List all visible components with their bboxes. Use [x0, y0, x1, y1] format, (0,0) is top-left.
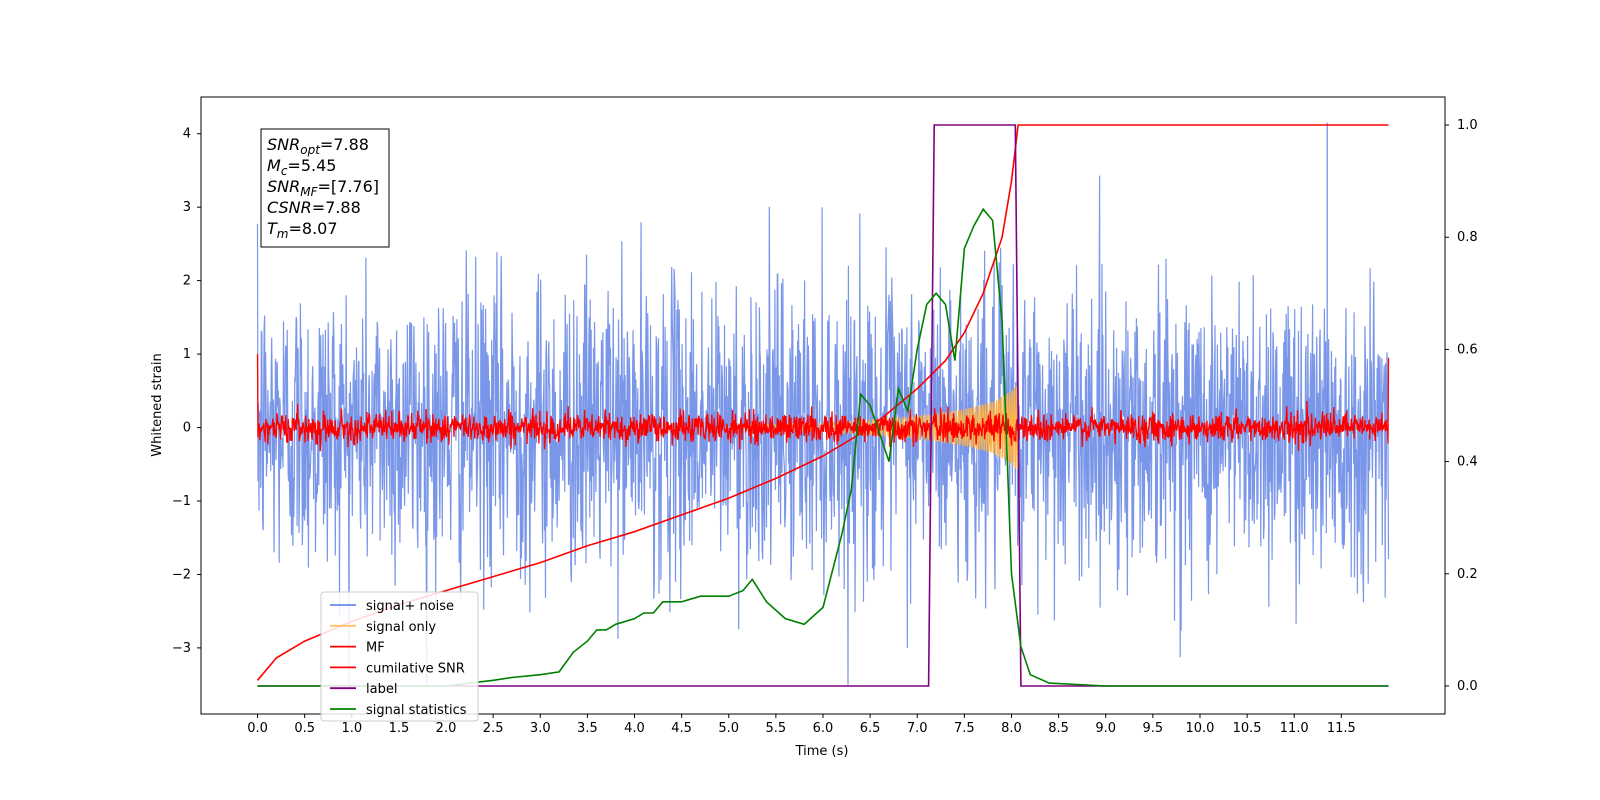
y-left-tick-label: −2 [172, 567, 191, 582]
legend-label: cumilative SNR [366, 661, 465, 676]
series-layer [256, 122, 1390, 687]
y-axis-left: −3 −2 −1 0 1 2 3 4 [172, 127, 201, 656]
y-left-tick-label: 1 [183, 347, 191, 362]
annotation-line: Tm=8.07 [267, 219, 338, 241]
annotation-line: Mc=5.45 [267, 156, 336, 178]
x-tick-label: 6.0 [813, 721, 834, 736]
series-signal-noise [256, 175, 1390, 685]
y-left-tick-label: 0 [183, 421, 191, 436]
x-tick-label: 8.0 [1001, 721, 1022, 736]
y-left-tick-label: 3 [183, 200, 191, 215]
x-tick-label: 0.0 [247, 721, 268, 736]
x-tick-label: 6.5 [860, 721, 881, 736]
y-axis-label: Whitened strain [150, 353, 165, 456]
x-tick-label: 9.0 [1095, 721, 1116, 736]
legend-label: MF [366, 641, 385, 656]
x-axis: 0.0 0.5 1.0 1.5 2.0 2.5 3.0 3.5 4.0 4.5 5.0 5.5 6.0 6… [247, 714, 1356, 736]
x-tick-label: 0.5 [294, 721, 315, 736]
annotation-line: CSNR=7.88 [267, 198, 361, 217]
y-right-tick-label: 0.2 [1457, 567, 1478, 582]
y-right-tick-label: 0.0 [1457, 679, 1478, 694]
x-tick-label: 9.5 [1143, 721, 1164, 736]
x-tick-label: 3.5 [577, 721, 598, 736]
x-tick-label: 3.0 [530, 721, 551, 736]
x-tick-label: 2.0 [436, 721, 457, 736]
x-tick-label: 10.5 [1233, 721, 1262, 736]
legend-label: signal only [366, 620, 436, 635]
x-axis-label: Time (s) [795, 744, 849, 759]
series-mf [256, 354, 1390, 452]
y-right-tick-label: 0.8 [1457, 230, 1478, 245]
series-signal-statistics [257, 207, 1389, 687]
y-right-tick-label: 1.0 [1457, 118, 1478, 133]
legend: signal+ noise signal only MF cumilative SNR… [320, 591, 479, 722]
legend-label: signal+ noise [366, 599, 454, 614]
annotation-frame [260, 128, 390, 248]
x-tick-label: 7.5 [954, 721, 975, 736]
x-tick-label: 11.5 [1327, 721, 1356, 736]
x-tick-label: 10.0 [1185, 721, 1214, 736]
y-right-tick-label: 0.4 [1457, 455, 1478, 470]
y-right-tick-label: 0.6 [1457, 342, 1478, 357]
legend-label: label [366, 682, 397, 697]
legend-frame [320, 591, 479, 722]
y-axis-right: 0.0 0.2 0.4 0.6 0.8 1.0 [1445, 118, 1478, 694]
y-left-tick-label: −1 [172, 494, 191, 509]
x-tick-label: 4.0 [624, 721, 645, 736]
x-tick-label: 4.5 [671, 721, 692, 736]
x-tick-label: 7.0 [907, 721, 928, 736]
y-left-tick-label: 4 [183, 127, 191, 142]
annotation-line: SNRopt=7.88 [267, 135, 369, 157]
legend-label: signal statistics [366, 703, 467, 718]
x-tick-label: 11.0 [1280, 721, 1309, 736]
annotation-line: SNRMF=[7.76] [267, 177, 379, 199]
x-tick-label: 5.0 [718, 721, 739, 736]
series-label [257, 124, 1389, 687]
x-tick-label: 2.5 [483, 721, 504, 736]
x-tick-label: 8.5 [1048, 721, 1069, 736]
x-tick-label: 5.5 [766, 721, 787, 736]
x-tick-label: 1.5 [389, 721, 410, 736]
y-left-tick-label: −3 [172, 641, 191, 656]
x-tick-label: 1.0 [341, 721, 362, 736]
y-left-tick-label: 2 [183, 274, 191, 289]
